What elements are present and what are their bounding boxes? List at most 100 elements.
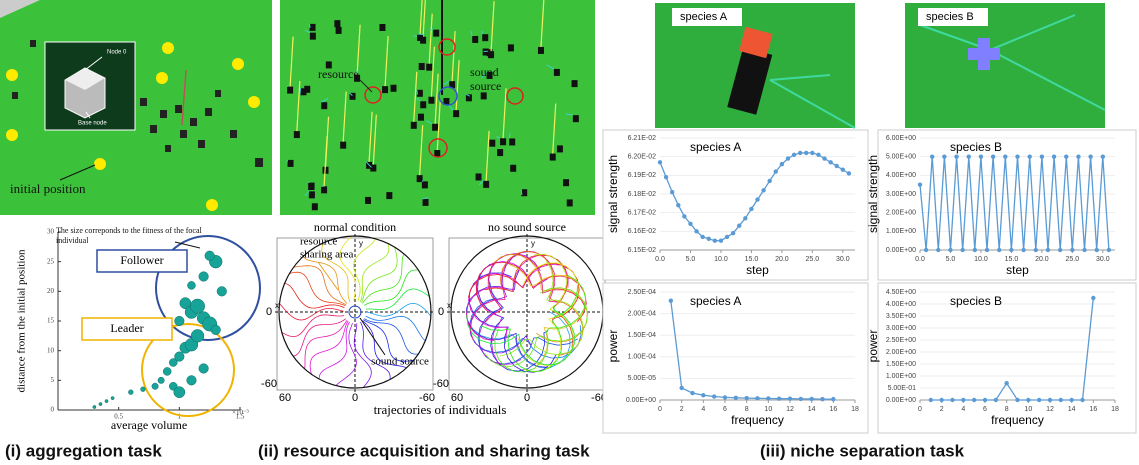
view-label: species B xyxy=(926,11,974,23)
point xyxy=(942,154,946,158)
x-tick-label: 30.0 xyxy=(836,256,850,263)
x-tick-label: 4 xyxy=(701,406,705,413)
point xyxy=(991,154,995,158)
x-tick-label: 6 xyxy=(723,406,727,413)
robot xyxy=(422,181,428,188)
y-axis-label: signal strength xyxy=(866,155,880,233)
y-tick-label: 3.50E+00 xyxy=(886,313,916,320)
point xyxy=(755,197,759,201)
robot xyxy=(481,92,487,99)
point xyxy=(93,405,96,408)
point xyxy=(199,364,209,374)
point xyxy=(918,182,922,186)
y-tick-label: 2.00E-04 xyxy=(628,310,657,317)
point xyxy=(191,329,204,342)
robot xyxy=(432,124,438,131)
point xyxy=(786,156,790,160)
robot xyxy=(472,36,478,43)
y-tick-label: 1.00E-04 xyxy=(628,354,657,361)
x-axis-label: frequency xyxy=(991,413,1044,427)
tick-label: 60 xyxy=(279,392,291,404)
robot xyxy=(433,30,439,37)
chart-title: species B xyxy=(950,294,1002,308)
trajectory xyxy=(467,269,548,367)
point xyxy=(994,398,998,402)
robot xyxy=(554,69,560,76)
robot xyxy=(419,63,425,70)
point xyxy=(1076,154,1080,158)
x-tick-label: 10 xyxy=(764,406,772,413)
point xyxy=(1037,398,1041,402)
point xyxy=(948,248,952,252)
point xyxy=(664,175,668,179)
point xyxy=(734,396,738,400)
annotation: The size correponds to the fitness of th… xyxy=(56,226,206,246)
point xyxy=(835,164,839,168)
trajectory xyxy=(354,323,371,387)
y-tick-label: 20 xyxy=(47,287,55,295)
axis-exponent: ×10⁻³ xyxy=(232,409,249,417)
x-tick-label: 18 xyxy=(1111,406,1119,413)
annotation-box: The size correponds to the fitness of th… xyxy=(56,226,206,250)
point xyxy=(217,287,227,297)
x-tick-label: 25.0 xyxy=(806,256,820,263)
point xyxy=(676,203,680,207)
point xyxy=(1080,398,1084,402)
robot xyxy=(340,142,346,149)
robot xyxy=(309,191,315,198)
trajectory xyxy=(500,261,584,356)
point xyxy=(187,281,195,289)
y-tick-label: 1.50E+00 xyxy=(886,361,916,368)
point xyxy=(831,397,835,401)
robot xyxy=(509,138,515,145)
point xyxy=(670,190,674,194)
robot xyxy=(508,44,514,51)
point xyxy=(1058,248,1062,252)
robot xyxy=(420,101,426,108)
point xyxy=(744,396,748,400)
y-tick-label: 6.16E-02 xyxy=(628,228,657,235)
point xyxy=(816,153,820,157)
point xyxy=(694,229,698,233)
robot xyxy=(497,149,503,156)
link xyxy=(310,24,311,28)
x-axis-label: step xyxy=(746,263,769,277)
x-tick-label: 14 xyxy=(808,406,816,413)
annotation: resource xyxy=(300,236,337,248)
trajectory xyxy=(363,254,404,304)
point xyxy=(690,391,694,395)
robot xyxy=(321,102,327,109)
scene-label: resource xyxy=(318,67,359,81)
aggregation-scene: Node 0 Base node initial position xyxy=(0,0,272,215)
y-tick-label: 6.17E-02 xyxy=(628,210,657,217)
y-tick-label: 0 xyxy=(51,406,55,414)
robot xyxy=(417,175,423,182)
point xyxy=(737,224,741,228)
y-tick-label: 25 xyxy=(47,257,55,265)
y-tick-label: 1.00E+00 xyxy=(886,228,916,235)
robot xyxy=(411,122,417,129)
point xyxy=(158,377,164,383)
point xyxy=(199,272,209,282)
point xyxy=(679,386,683,390)
point xyxy=(99,402,102,405)
x-tick-label: 15.0 xyxy=(745,256,759,263)
point xyxy=(930,154,934,158)
trajectory-plots: normal condition no sound source traject… xyxy=(261,220,607,417)
point xyxy=(939,398,943,402)
point xyxy=(1082,248,1086,252)
point xyxy=(841,168,845,172)
point xyxy=(211,325,221,335)
x-tick-label: 10 xyxy=(1024,406,1032,413)
y-tick-label: 30 xyxy=(47,228,55,236)
point xyxy=(777,397,781,401)
robot xyxy=(453,110,459,117)
y-tick-label: 6.15E-02 xyxy=(628,247,657,254)
point xyxy=(960,248,964,252)
point xyxy=(1088,154,1092,158)
annotation: sound source xyxy=(371,356,429,368)
y-tick-label: 3.00E+00 xyxy=(886,325,916,332)
point xyxy=(1021,248,1025,252)
robot xyxy=(500,138,506,145)
y-tick-label: 6.21E-02 xyxy=(628,135,657,142)
